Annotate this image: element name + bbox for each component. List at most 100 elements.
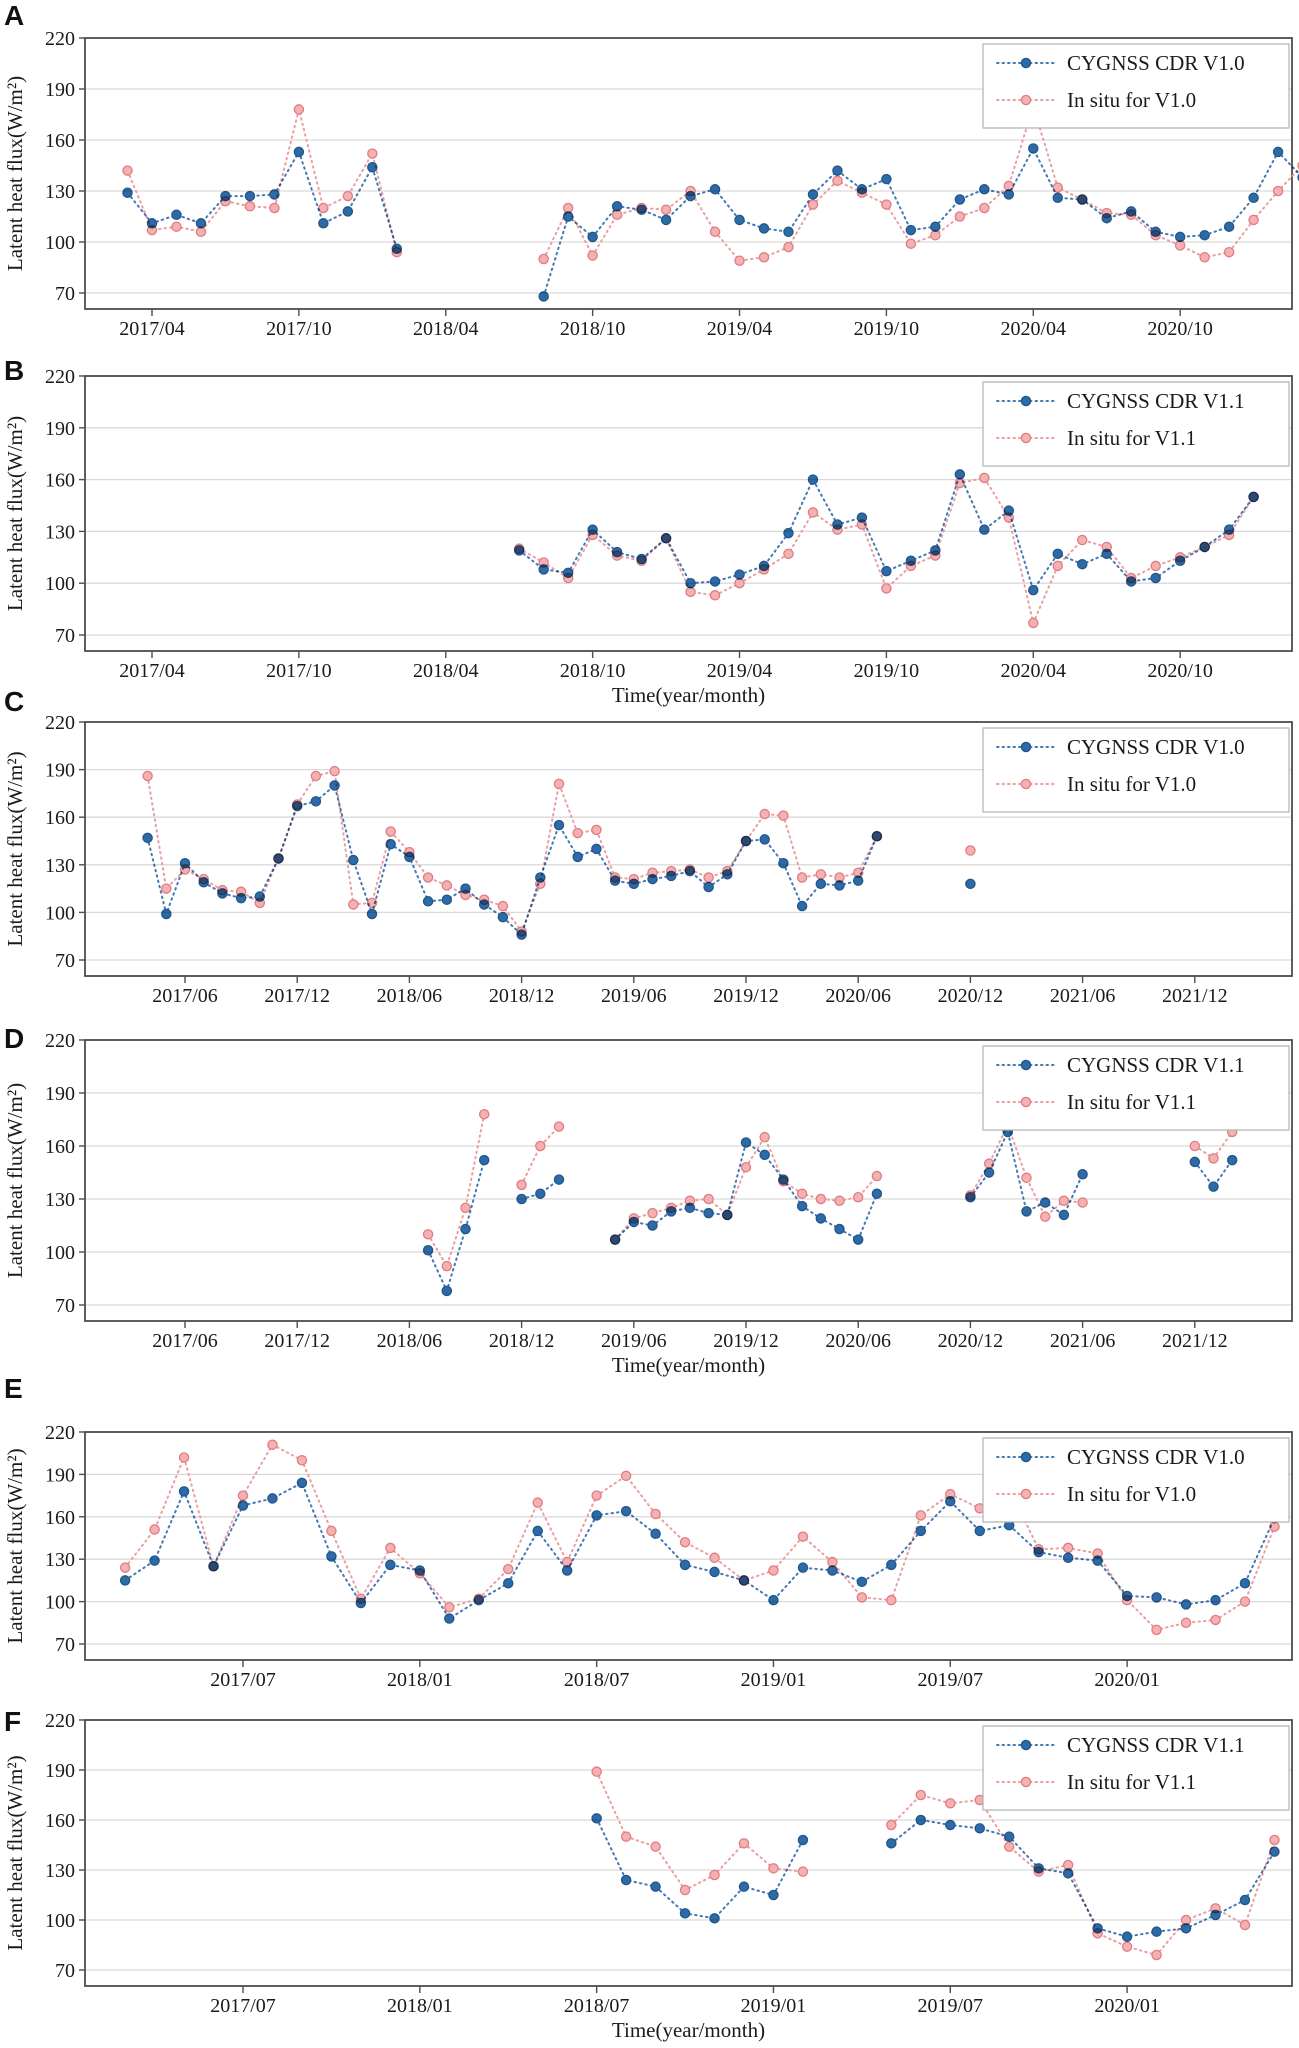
data-point: [815, 1213, 827, 1224]
data-point: [807, 189, 819, 200]
data-point: [217, 888, 228, 899]
data-point: [796, 900, 808, 912]
legend: CYGNSS CDR V1.0 In situ for V1.0: [982, 1437, 1290, 1523]
data-point: [647, 873, 658, 885]
x-tick-label: 2018/01: [387, 1995, 453, 2017]
data-point: [620, 1470, 632, 1482]
data-point: [587, 524, 598, 535]
data-point: [1033, 1546, 1044, 1558]
data-point: [905, 238, 917, 249]
data-point: [1003, 1831, 1015, 1842]
data-point: [587, 231, 598, 243]
data-point: [1210, 1614, 1221, 1626]
cygnss-line: [124, 1481, 1276, 1620]
panel-D-chart: 220 190 160 130 100 70 2017/06 2017/12 2018/06 20…: [3, 1030, 1293, 1377]
series-cygnss: [591, 1813, 1280, 1942]
data-point: [460, 883, 471, 894]
data-point: [827, 1556, 838, 1568]
data-point: [414, 1565, 426, 1576]
data-point: [807, 199, 819, 210]
data-point: [237, 1490, 249, 1501]
data-point: [628, 1216, 640, 1228]
data-point: [797, 1562, 809, 1573]
data-point: [1121, 1941, 1133, 1952]
y-tick-label: 100: [45, 1910, 75, 1932]
data-point: [965, 1191, 976, 1203]
data-point: [385, 1542, 396, 1554]
data-point: [722, 1209, 733, 1221]
data-point: [119, 1575, 131, 1586]
legend: CYGNSS CDR V1.0 In situ for V1.0: [982, 43, 1290, 129]
data-point: [478, 1154, 490, 1166]
data-point: [1248, 192, 1259, 204]
x-tick-label: 2020/01: [1094, 1995, 1160, 2017]
data-point: [553, 1121, 565, 1132]
data-point: [1021, 1172, 1032, 1184]
data-point: [329, 780, 340, 791]
data-point: [1272, 146, 1284, 158]
data-point: [516, 929, 527, 940]
cygnss-line: [1193, 1159, 1234, 1189]
data-point: [348, 854, 359, 866]
data-point: [1003, 189, 1015, 200]
data-point: [1062, 1868, 1074, 1879]
legend: CYGNSS CDR V1.1 In situ for V1.1: [982, 1045, 1290, 1131]
data-point: [538, 253, 549, 265]
insitu-line: [126, 109, 398, 254]
data-point: [342, 206, 354, 217]
x-axis-label: Time(year/month): [612, 1353, 765, 1377]
x-tick-label: 2021/12: [1162, 1330, 1228, 1352]
insitu-line: [124, 1443, 1276, 1631]
data-point: [650, 1841, 661, 1852]
data-point: [778, 857, 789, 869]
data-point: [422, 872, 434, 883]
data-point: [734, 255, 745, 266]
data-point: [1125, 576, 1137, 587]
data-point: [553, 1174, 565, 1185]
data-point: [291, 800, 303, 812]
data-point: [1052, 192, 1064, 204]
legend-marker: [1020, 1096, 1032, 1108]
data-point: [965, 845, 976, 856]
data-point: [1174, 555, 1186, 567]
x-tick-label: 2018/07: [564, 1669, 630, 1691]
panel-E-chart: 220 190 160 130 100 70 2017/07 2018/01 2018/07 20…: [3, 1422, 1293, 1691]
x-tick-label: 2019/06: [601, 1330, 667, 1352]
data-point: [367, 161, 378, 173]
x-tick-label: 2017/12: [264, 1330, 330, 1352]
panel-A-plot: 220 190 160 130 100 70 2017/04 2017/10 2018/04 20…: [0, 0, 1299, 341]
data-point: [237, 1500, 249, 1511]
data-point: [1174, 240, 1186, 251]
data-point: [759, 808, 770, 820]
data-point: [502, 1563, 514, 1575]
data-point: [1092, 1923, 1103, 1934]
data-point: [385, 826, 396, 837]
data-point: [1101, 212, 1112, 224]
data-point: [796, 1200, 808, 1212]
data-point: [513, 545, 525, 556]
legend-label: CYGNSS CDR V1.1: [1067, 1733, 1245, 1757]
panel-F-plot: 220 190 160 130 100 70 2017/07 2018/01 2018/07 20…: [0, 1710, 1299, 2048]
data-point: [628, 878, 640, 890]
y-tick-label: 130: [45, 1860, 75, 1882]
cygnss-line: [542, 146, 1299, 298]
y-tick-label: 190: [45, 1760, 75, 1782]
x-tick-label: 2017/07: [210, 1995, 276, 2017]
cygnss-line: [146, 783, 878, 937]
data-point: [709, 1566, 720, 1578]
data-point: [267, 1493, 278, 1504]
data-point: [930, 229, 941, 241]
data-point: [734, 569, 745, 580]
data-point: [709, 590, 721, 601]
x-tick-label: 2017/07: [210, 1669, 276, 1691]
data-point: [497, 911, 509, 923]
data-point: [738, 1881, 750, 1892]
x-tick-label: 2018/04: [413, 660, 479, 682]
data-point: [796, 872, 808, 883]
data-point: [979, 184, 990, 195]
data-point: [591, 1510, 602, 1521]
legend-box: [982, 1725, 1290, 1811]
data-point: [591, 1490, 602, 1501]
data-point: [930, 545, 941, 556]
data-point: [954, 194, 966, 205]
